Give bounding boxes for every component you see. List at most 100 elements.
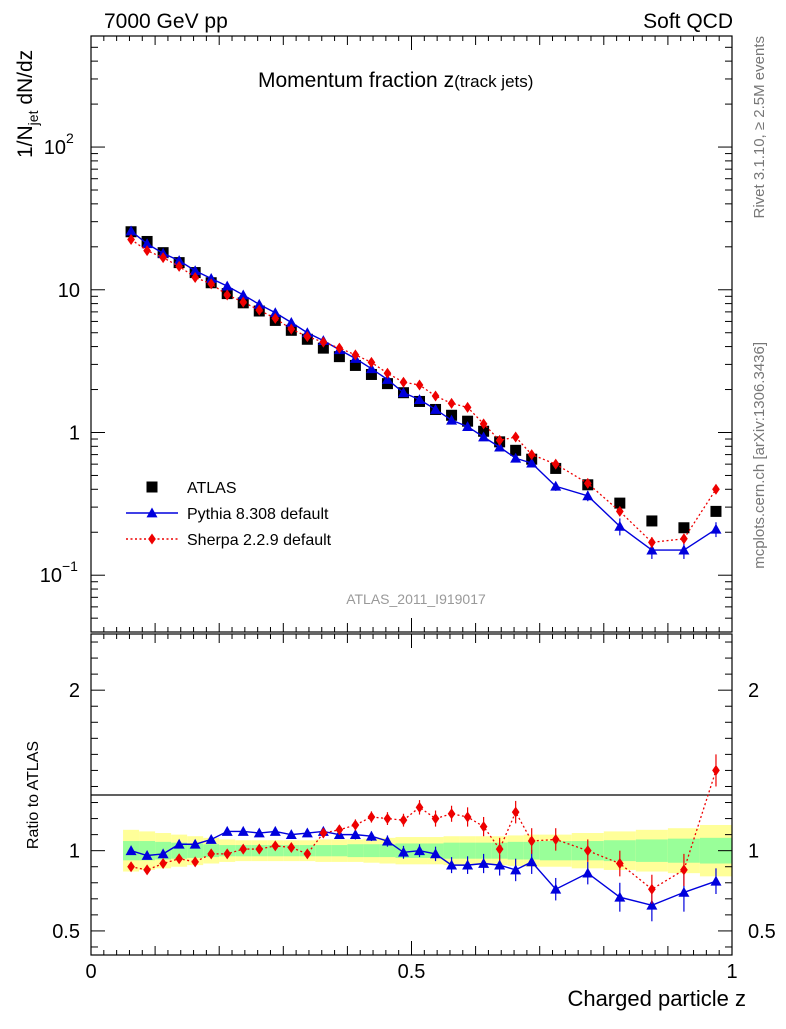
data-point-pythia [365, 363, 377, 374]
ratio-point-sherpa [303, 848, 312, 860]
ratio-point-pythia [614, 891, 626, 902]
data-point-pythia [582, 490, 594, 501]
band-inner-bin [459, 842, 476, 859]
data-point-atlas [614, 497, 626, 509]
ratio-y-tick-label: 0.5 [52, 921, 80, 943]
ratio-point-pythia [550, 883, 562, 894]
data-point-pythia [381, 374, 393, 384]
ratio-point-pythia [285, 829, 297, 840]
y-tick-label: 10 [58, 280, 80, 302]
series-line-pythia [130, 230, 717, 551]
band-inner-bin [475, 842, 492, 859]
data-point-pythia [614, 520, 626, 531]
data-point-pythia [237, 289, 249, 300]
main-ylabel-head: 1/N [14, 125, 37, 158]
data-point-pythia [710, 523, 722, 534]
axis-ticks [90, 35, 733, 955]
ratio-point-sherpa [527, 835, 536, 847]
data-point-pythia [478, 431, 490, 442]
band-inner-bin [315, 845, 332, 857]
mcplots-label: mcplots.cern.ch [arXiv:1306.3436] [751, 342, 768, 569]
ratio-point-sherpa [648, 883, 656, 895]
ratio-point-pythia [478, 858, 490, 868]
x-tick-label: 0.5 [398, 961, 426, 983]
data-point-atlas [365, 368, 377, 380]
analysis-watermark: ATLAS_2011_I919017 [346, 591, 486, 607]
ratio-point-sherpa [319, 827, 328, 839]
ratio-point-pythia [381, 835, 393, 846]
x-tick-label: 1 [726, 961, 737, 983]
data-point-pythia [646, 544, 658, 555]
ratio-point-pythia [301, 827, 313, 838]
data-point-sherpa [159, 252, 167, 264]
ratio-point-pythia [430, 848, 442, 859]
data-point-sherpa [175, 260, 183, 272]
rivet-label: Rivet 3.1.10, ≥ 2.5M events [751, 36, 768, 219]
data-point-sherpa [127, 234, 135, 246]
data-point-atlas [478, 425, 490, 437]
ratio-point-pythia [414, 845, 426, 856]
ratio-point-sherpa [127, 861, 135, 873]
plot-title: Momentum fraction z(track jets) [258, 69, 533, 92]
ratio-y-tick-label: 2 [69, 680, 80, 702]
ratio-point-pythia [173, 838, 185, 849]
ratio-point-pythia [205, 833, 217, 844]
ratio-point-pythia [446, 859, 458, 870]
data-point-pythia [550, 480, 562, 491]
data-point-pythia [125, 225, 137, 236]
ratio-line-pythia [130, 830, 717, 906]
ratio-line-sherpa [130, 770, 717, 890]
data-point-sherpa [511, 431, 520, 443]
ratio-y-tick-label-right: 1 [748, 841, 759, 863]
band-inner-bin [635, 839, 668, 862]
data-point-sherpa [271, 312, 280, 324]
data-point-sherpa [399, 376, 408, 388]
ratio-point-sherpa [479, 821, 488, 833]
ratio-point-pythia [526, 856, 538, 867]
legend-label: ATLAS [187, 480, 237, 497]
data-point-atlas [317, 342, 329, 354]
ratio-point-pythia [678, 886, 690, 897]
y-tick-label: 10 [40, 565, 62, 587]
band-inner-bin [379, 844, 396, 858]
data-point-sherpa [351, 349, 360, 361]
ratio-point-pythia [189, 838, 201, 849]
ratio-point-pythia [397, 846, 409, 857]
data-point-pythia [189, 265, 201, 276]
ratio-point-sherpa [511, 806, 520, 818]
ratio-point-sherpa [351, 819, 360, 831]
data-point-atlas [710, 505, 722, 517]
ratio-point-sherpa [615, 858, 624, 870]
data-point-pythia [526, 457, 538, 468]
data-point-pythia [678, 544, 690, 555]
data-point-sherpa [255, 304, 264, 316]
ratio-point-sherpa [495, 843, 504, 855]
main-ylabel-rest: dN/dz [14, 50, 37, 111]
legend-marker-triangle [146, 507, 158, 518]
ratio-point-sherpa [255, 843, 264, 855]
ratio-point-pythia [253, 827, 265, 838]
data-point-pythia [414, 394, 426, 405]
data-point-atlas [678, 522, 690, 534]
data-point-sherpa [223, 289, 232, 301]
data-point-sherpa [303, 331, 312, 343]
legend-marker-square [146, 481, 158, 493]
main-ylabel-sub: jet [25, 110, 41, 126]
ratio-point-pythia [582, 867, 594, 878]
y-tick-exponent: −1 [62, 558, 78, 574]
ratio-point-sherpa [287, 841, 296, 853]
data-point-pythia [221, 280, 233, 291]
data-point-pythia [510, 452, 522, 463]
band-inner-bin [507, 841, 524, 860]
ratio-y-tick-label: 1 [69, 841, 80, 863]
data-point-sherpa [207, 278, 216, 290]
xlabel: Charged particle z [567, 986, 746, 1011]
ratio-point-pythia [710, 875, 722, 886]
data-point-pythia [141, 238, 153, 249]
ratio-ylabel: Ratio to ATLAS [25, 741, 42, 849]
y-tick-exponent: 2 [66, 130, 74, 146]
data-point-pythia [285, 316, 297, 327]
legend-marker-diamond [148, 533, 156, 545]
ratio-point-pythia [462, 859, 474, 870]
